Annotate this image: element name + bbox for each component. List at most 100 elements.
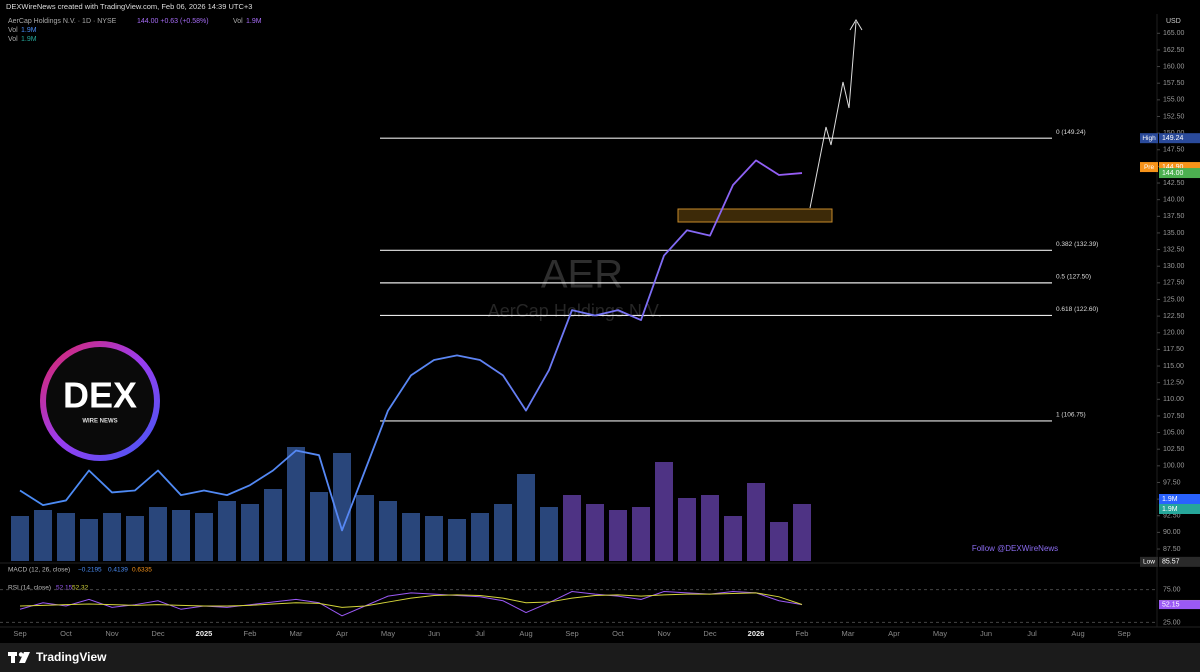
footer-bar <box>0 643 1200 672</box>
y-tick-label: 102.50 <box>1163 446 1185 453</box>
x-tick-label: Nov <box>657 629 671 638</box>
footer-logo-part <box>19 652 30 663</box>
volume-bar <box>655 462 673 561</box>
projection-arrow <box>849 19 863 31</box>
volume-bar <box>448 519 466 561</box>
volume-bar <box>494 504 512 561</box>
x-tick-label: Jul <box>1027 629 1037 638</box>
x-tick-label: Aug <box>1071 629 1084 638</box>
volume-bar <box>11 516 29 561</box>
logo: DEX WIRE NEWS <box>40 341 160 461</box>
y-tick-label: 135.00 <box>1163 230 1185 237</box>
y-tick-label: 162.50 <box>1163 47 1185 54</box>
price-tag <box>1159 168 1200 179</box>
y-tick-label: 140.00 <box>1163 197 1185 204</box>
volume-bar <box>126 516 144 561</box>
y-tick-label: 142.50 <box>1163 180 1185 187</box>
volume-bar <box>172 510 190 561</box>
price-tag <box>1159 556 1200 567</box>
macd-value: 0.4139 <box>108 567 128 574</box>
volume-bar <box>632 507 650 561</box>
volume-bar <box>540 507 558 561</box>
rsi-label: RSI (14, close) <box>8 585 51 592</box>
rsi-tick-label: 25.00 <box>1163 619 1181 626</box>
price-tag-label: 149.24 <box>1162 135 1184 142</box>
vol-label: Vol <box>233 18 243 25</box>
y-tick-label: 87.50 <box>1163 546 1181 553</box>
y-tick-label: 130.00 <box>1163 263 1185 270</box>
price-tag-name: Low <box>1143 559 1155 566</box>
y-tick-label: 110.00 <box>1163 396 1184 403</box>
y-tick-label: 132.50 <box>1163 246 1185 253</box>
volume-bar <box>563 495 581 561</box>
volume-tag <box>1159 504 1200 514</box>
volume-bar <box>793 504 811 561</box>
price-tag-name-box <box>1140 556 1158 567</box>
y-tick-label: 105.00 <box>1163 429 1185 436</box>
fib-label: 0.618 (122.60) <box>1056 306 1098 313</box>
volume-bar <box>678 498 696 561</box>
vol-value: 1.9M <box>246 18 262 25</box>
support-zone <box>677 208 833 223</box>
fib-label: 0 (149.24) <box>1056 129 1086 136</box>
x-tick-label: Oct <box>60 629 73 638</box>
symbol: AerCap Holdings N.V. · 1D · NYSE <box>8 18 117 25</box>
vol-label: Vol <box>8 27 18 34</box>
x-tick-label: Dec <box>703 629 717 638</box>
price-tag-label: 144.90 <box>1162 164 1184 171</box>
footer-brand: TradingView <box>36 650 107 664</box>
price-tag-name: High <box>1142 135 1156 142</box>
rsi-line <box>19 591 803 617</box>
x-tick-label: May <box>381 629 395 638</box>
price-tag-name-box <box>1140 133 1158 144</box>
rsi-ma-line <box>19 592 803 608</box>
price-tag <box>1159 133 1200 144</box>
x-tick-label: Dec <box>151 629 165 638</box>
currency: USD <box>1166 18 1181 25</box>
y-tick-label: 157.50 <box>1163 80 1185 87</box>
y-tick-label: 97.50 <box>1163 479 1181 486</box>
volume-bar <box>471 513 489 561</box>
x-tick-label: Oct <box>612 629 625 638</box>
x-tick-label: 2026 <box>748 629 765 638</box>
x-tick-label: May <box>933 629 947 638</box>
price-line <box>19 159 803 532</box>
volume-bar <box>770 522 788 561</box>
y-tick-label: 107.50 <box>1163 413 1185 420</box>
rsi-ma-value: 52.32 <box>72 585 89 592</box>
credit: DEXWireNews created with TradingView.com… <box>6 2 252 11</box>
volume-bar <box>425 516 443 561</box>
price-tag-name: Pre <box>1144 164 1155 171</box>
volume-bar <box>149 507 167 561</box>
y-tick-label: 165.00 <box>1163 30 1185 37</box>
footer-logo-part <box>18 652 24 657</box>
y-tick-label: 100.00 <box>1163 463 1185 470</box>
rsi-tag-label: 52.15 <box>1162 601 1180 608</box>
volume-bar <box>195 513 213 561</box>
price-tag-label: 85.57 <box>1162 559 1180 566</box>
quote: 144.00 +0.63 (+0.58%) <box>137 18 209 25</box>
volume-bar <box>333 453 351 561</box>
annotation: Follow @DEXWireNews <box>972 544 1058 553</box>
y-tick-label: 122.50 <box>1163 313 1185 320</box>
fib-label: 0.5 (127.50) <box>1056 274 1091 281</box>
x-tick-label: Mar <box>842 629 855 638</box>
macd-label: MACD (12, 26, close) <box>8 567 70 574</box>
footer-logo-part <box>11 652 15 663</box>
vol-value: 1.9M <box>21 27 37 34</box>
y-tick-label: 125.00 <box>1163 296 1185 303</box>
y-tick-label: 137.50 <box>1163 213 1185 220</box>
x-tick-label: Nov <box>105 629 119 638</box>
x-tick-label: Aug <box>519 629 532 638</box>
volume-bar <box>57 513 75 561</box>
logo-subtitle: WIRE NEWS <box>82 419 117 425</box>
rsi-tick-label: 75.00 <box>1163 586 1181 593</box>
logo-text: DEX <box>63 375 137 416</box>
y-tick-label: 117.50 <box>1163 346 1184 353</box>
y-tick-label: 155.00 <box>1163 97 1185 104</box>
volume-tag-label: 1.9M <box>1162 506 1178 513</box>
volume-bar <box>402 513 420 561</box>
x-tick-label: 2025 <box>196 629 213 638</box>
